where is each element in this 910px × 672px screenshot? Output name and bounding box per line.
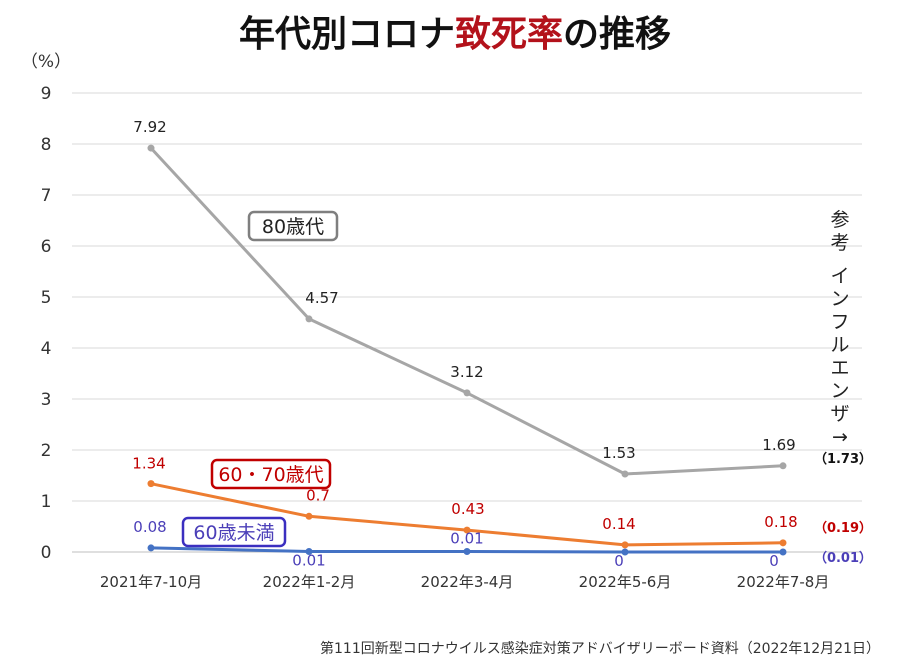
series-group: 7.92 4.57 3.12 1.53 1.69 1.34 0.7 0.43 0.14 0.18 0…: [132, 118, 797, 570]
series-name-box-0: [247, 210, 339, 242]
series-label-boxes: 80歳代 60・70歳代 60歳未満: [181, 210, 339, 548]
reference-values: （1.73） （0.19） （0.01）: [814, 451, 872, 566]
series-0-point-0: [147, 144, 155, 152]
chart-title: 年代別コロナ致死率の推移: [239, 14, 671, 55]
y-axis-label: （%）: [21, 52, 71, 72]
ref-note-char-3: イ: [830, 265, 849, 287]
ref-note-char-4: ン: [830, 288, 849, 310]
ref-note-char-8: ン: [830, 380, 849, 402]
series-name-box-1: [210, 458, 332, 490]
series-2-point-1: [305, 547, 313, 555]
ref-note-char-5: フ: [830, 311, 849, 333]
series-name-0: 80歳代: [262, 216, 324, 238]
series-0-label-3: 1.53: [602, 444, 635, 462]
y-tick-6: 6: [41, 237, 52, 257]
ref-note-char-6: ル: [830, 334, 849, 356]
title-part-1: 致死率: [455, 14, 563, 55]
y-tick-0: 0: [41, 543, 52, 563]
series-2-point-4: [779, 548, 787, 556]
series-1-point-4: [779, 539, 787, 547]
ref-value-1: （0.19）: [814, 520, 872, 536]
ref-note-char-10: →: [832, 426, 848, 448]
series-2-label-4: 0: [769, 552, 779, 570]
x-tick-3: 2022年5-6月: [579, 573, 672, 591]
series-0-label-2: 3.12: [450, 363, 483, 381]
ref-note-char-7: エ: [830, 357, 849, 379]
series-0-point-2: [463, 389, 471, 397]
y-tick-labels: 0 1 2 3 4 5 6 7 8 9: [41, 84, 52, 563]
x-tick-1: 2022年1-2月: [263, 573, 356, 591]
gridlines: [72, 92, 862, 553]
series-2-point-2: [463, 547, 471, 555]
ref-value-2: （0.01）: [814, 550, 872, 566]
ref-note-char-9: ザ: [830, 403, 849, 425]
x-tick-4: 2022年7-8月: [737, 573, 830, 591]
series-2-label-1: 0.01: [292, 551, 325, 569]
y-tick-4: 4: [41, 339, 52, 359]
series-0-label-4: 1.69: [762, 436, 795, 454]
y-tick-2: 2: [41, 441, 52, 461]
series-1-label-2: 0.43: [451, 500, 484, 518]
series-1-label-0: 1.34: [132, 455, 165, 473]
series-1-point-1: [305, 512, 313, 520]
y-tick-5: 5: [41, 288, 52, 308]
series-2-point-3: [621, 548, 629, 556]
series-2-point-0: [147, 544, 155, 552]
x-tick-labels: 2021年7-10月 2022年1-2月 2022年3-4月 2022年5-6月 202…: [100, 573, 829, 591]
series-2-label-2: 0.01: [450, 529, 483, 547]
series-1-label-3: 0.14: [602, 515, 635, 533]
series-0-point-4: [779, 462, 787, 470]
y-tick-1: 1: [41, 492, 52, 512]
series-name-1: 60・70歳代: [218, 464, 323, 486]
series-1-label-4: 0.18: [764, 513, 797, 531]
series-1-point-3: [621, 541, 629, 549]
series-line-0: [149, 147, 784, 476]
series-2-label-3: 0: [614, 552, 624, 570]
footer-source: 第111回新型コロナウイルス感染症対策アドバイザリーボード資料（2022年12月…: [320, 640, 880, 657]
series-1-point-0: [147, 480, 155, 488]
ref-value-0: （1.73）: [814, 451, 872, 467]
series-2-label-0: 0.08: [133, 518, 166, 536]
x-tick-2: 2022年3-4月: [421, 573, 514, 591]
ref-note-char-0: 参: [830, 209, 849, 231]
y-tick-7: 7: [41, 186, 52, 206]
y-tick-9: 9: [41, 84, 52, 104]
title-part-2: の推移: [563, 14, 671, 55]
series-0-label-1: 4.57: [305, 289, 338, 307]
series-name-2: 60歳未満: [193, 522, 274, 544]
y-tick-3: 3: [41, 390, 52, 410]
ref-note-char-1: 考: [830, 232, 849, 254]
series-1-point-2: [463, 526, 471, 534]
series-0-label-0: 7.92: [133, 118, 166, 136]
series-0-point-3: [621, 470, 629, 478]
x-tick-0: 2021年7-10月: [100, 573, 202, 591]
y-tick-8: 8: [41, 135, 52, 155]
series-1-label-1: 0.7: [306, 486, 330, 504]
title-part-0: 年代別コロナ: [239, 14, 455, 55]
series-0-point-1: [305, 315, 313, 323]
series-name-box-2: [181, 516, 287, 548]
